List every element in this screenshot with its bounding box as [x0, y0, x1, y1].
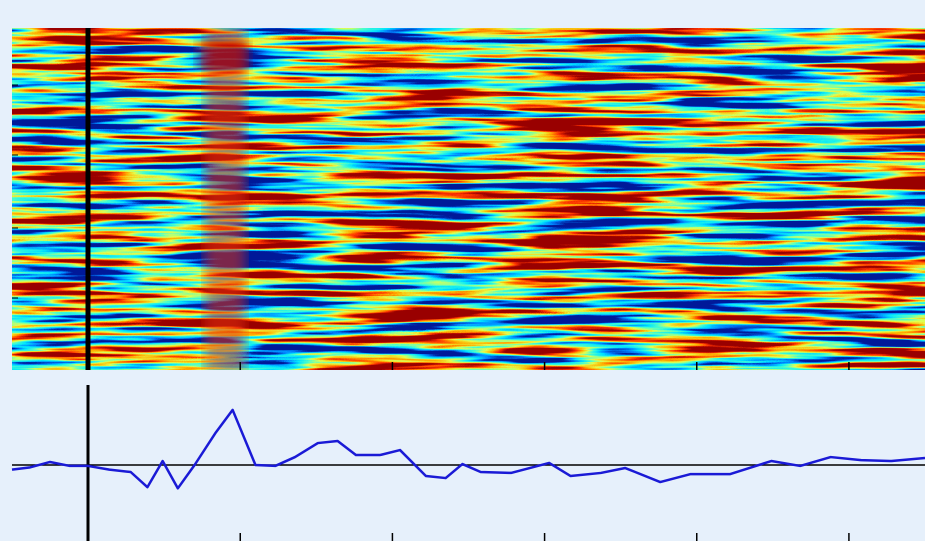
erp-image	[12, 28, 925, 370]
erp-line	[11, 408, 925, 490]
heatmap-band	[198, 40, 248, 70]
heatmap	[12, 28, 925, 370]
heatmap-band	[205, 28, 245, 370]
